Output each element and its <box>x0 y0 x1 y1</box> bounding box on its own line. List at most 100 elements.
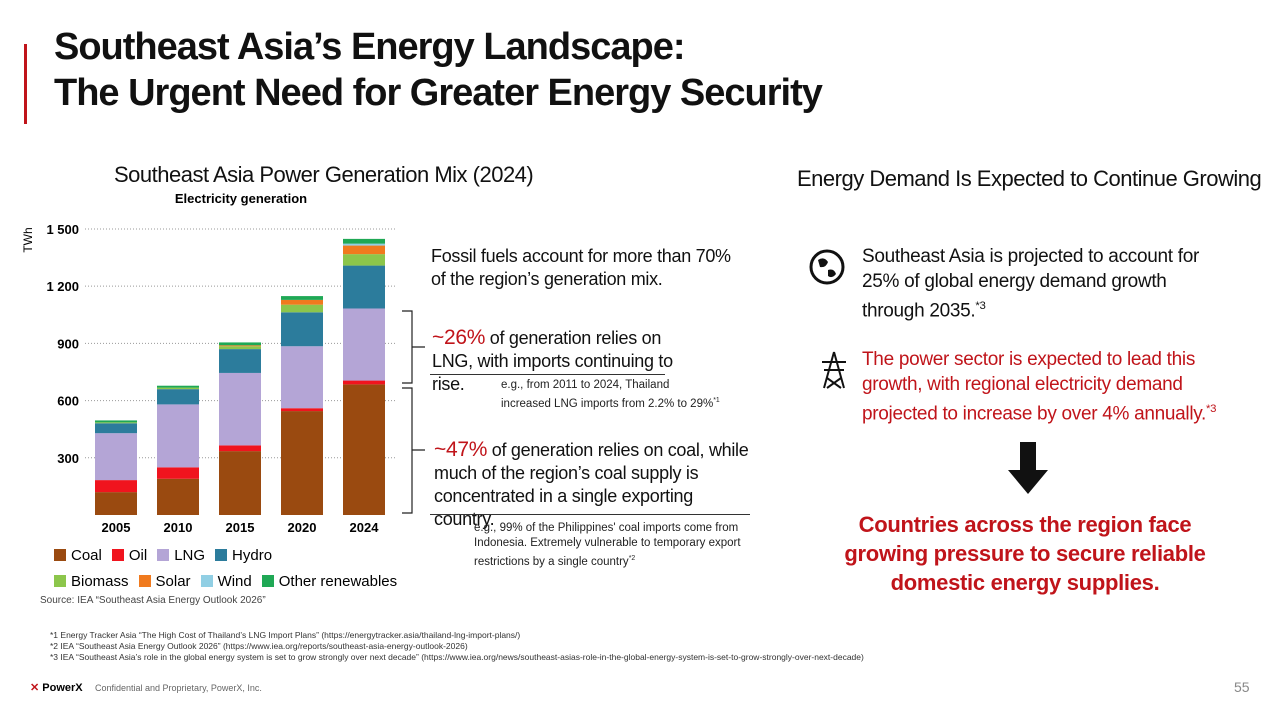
bar-segment <box>281 304 323 313</box>
x-tick-label: 2015 <box>226 520 255 535</box>
bar-segment <box>219 445 261 452</box>
x-tick-label: 2020 <box>288 520 317 535</box>
legend-swatch <box>54 549 66 561</box>
y-axis-label: TWh <box>21 227 35 252</box>
legend-item: Coal <box>54 547 102 564</box>
legend-item: Solar <box>138 572 191 590</box>
legend-item: Hydro <box>215 547 272 564</box>
brackets <box>402 310 425 514</box>
confidential: Confidential and Proprietary, PowerX, In… <box>95 683 262 693</box>
highlight: ~47% <box>434 438 488 461</box>
footnotes: *1 Energy Tracker Asia “The High Cost of… <box>50 630 864 663</box>
bar-segment <box>343 380 385 385</box>
legend-item: Biomass <box>54 573 129 590</box>
highlight: ~26% <box>432 326 486 349</box>
note-sup: *1 <box>713 397 720 404</box>
title-line: The Urgent Need for Greater Energy Secur… <box>54 72 823 114</box>
bar-segment <box>281 312 323 347</box>
annotation-text: of generation relies on coal, while much… <box>434 440 749 529</box>
bar-segment <box>95 422 137 424</box>
legend-swatch <box>215 549 228 561</box>
legend-label: Coal <box>71 546 102 564</box>
item-text: Southeast Asia is projected to account f… <box>862 246 1199 322</box>
legend-item: Other renewables <box>261 572 398 590</box>
legend-label: Oil <box>128 546 148 564</box>
bar-segment <box>343 243 385 246</box>
divider <box>430 514 750 515</box>
title-line: Southeast Asia’s Energy Landscape: <box>54 26 685 68</box>
bar-segment <box>157 387 199 390</box>
accent-bar <box>24 44 27 124</box>
x-tick-label: 2005 <box>102 520 131 535</box>
bar-segment <box>157 478 199 515</box>
bar-segment <box>219 372 261 446</box>
legend-row: Biomass Solar Wind Other renewables <box>54 568 397 594</box>
bar-segment <box>95 420 137 423</box>
annotation: ~26% of generation relies on LNG, with i… <box>432 326 702 396</box>
item: Southeast Asia is projected to account f… <box>862 244 1222 323</box>
y-tick-label: 300 <box>57 451 79 466</box>
globe-icon <box>809 249 845 285</box>
bar-segment <box>219 349 261 373</box>
page-number: 55 <box>1234 679 1250 695</box>
y-tick-label: 1 500 <box>46 222 79 237</box>
bar-segment <box>281 296 323 300</box>
logo-mark: ✕ <box>30 682 43 694</box>
legend-swatch <box>111 549 124 561</box>
bar-segment <box>343 265 385 309</box>
note-text: e.g., 99% of the Philippines' coal impor… <box>474 522 741 568</box>
item-sup: *3 <box>975 300 986 312</box>
bar-segment <box>157 385 199 388</box>
y-tick-label: 600 <box>57 394 79 409</box>
x-tick-label: 2024 <box>350 520 380 535</box>
legend-swatch <box>138 575 151 587</box>
bar-segment <box>219 451 261 515</box>
legend-row: Coal Oil LNG Hydro <box>54 542 397 568</box>
legend-label: LNG <box>174 546 206 564</box>
slide-title: Southeast Asia’s Energy Landscape: The Ur… <box>54 24 823 116</box>
bar-segment <box>281 299 323 305</box>
divider <box>430 374 665 375</box>
footnote: *3 IEA “Southeast Asia’s role in the glo… <box>50 652 864 662</box>
bar-segment <box>281 346 323 409</box>
bar-segment <box>95 492 137 515</box>
note-sup: *2 <box>628 555 636 562</box>
y-tick-label: 1 200 <box>46 279 79 294</box>
chart-title: Electricity generation <box>175 191 307 206</box>
bar-segment <box>281 411 323 515</box>
note-text: e.g., from 2011 to 2024, Thailand increa… <box>501 379 714 410</box>
legend-item: LNG <box>157 547 205 564</box>
bar-segment <box>343 245 385 255</box>
annotation: Fossil fuels account for more than 70% o… <box>431 246 731 289</box>
logo: ✕ PowerX <box>30 681 83 694</box>
down-arrow <box>1008 442 1048 494</box>
item-text: The power sector is expected to lead thi… <box>862 349 1207 425</box>
bar-segment <box>95 480 137 493</box>
legend-label: Biomass <box>71 572 129 590</box>
legend-swatch <box>261 575 274 587</box>
source: Source: IEA “Southeast Asia Energy Outlo… <box>40 595 266 606</box>
bar-segment <box>343 238 385 244</box>
item: The power sector is expected to lead thi… <box>862 347 1232 426</box>
bar-segment <box>343 308 385 381</box>
legend-label: Other renewables <box>278 572 398 590</box>
legend-label: Solar <box>155 572 191 590</box>
legend-swatch <box>54 575 66 587</box>
annotation: ~47% of generation relies on coal, while… <box>434 438 754 531</box>
y-tick-label: 900 <box>57 336 79 351</box>
bar-segment <box>219 346 261 350</box>
bar-segment <box>343 254 385 266</box>
bar-segment <box>157 404 199 468</box>
note: e.g., from 2011 to 2024, Thailand increa… <box>501 378 721 412</box>
legend-item: Wind <box>200 573 252 590</box>
item-sup: *3 <box>1206 403 1217 415</box>
legend-item: Oil <box>111 546 148 564</box>
bar-segment <box>281 408 323 412</box>
bar-segment <box>157 467 199 479</box>
bar-segment <box>219 342 261 346</box>
logo-text: PowerX <box>42 682 83 694</box>
bar-segment <box>219 345 261 347</box>
bar-segment <box>343 384 385 515</box>
legend-swatch <box>157 549 170 561</box>
